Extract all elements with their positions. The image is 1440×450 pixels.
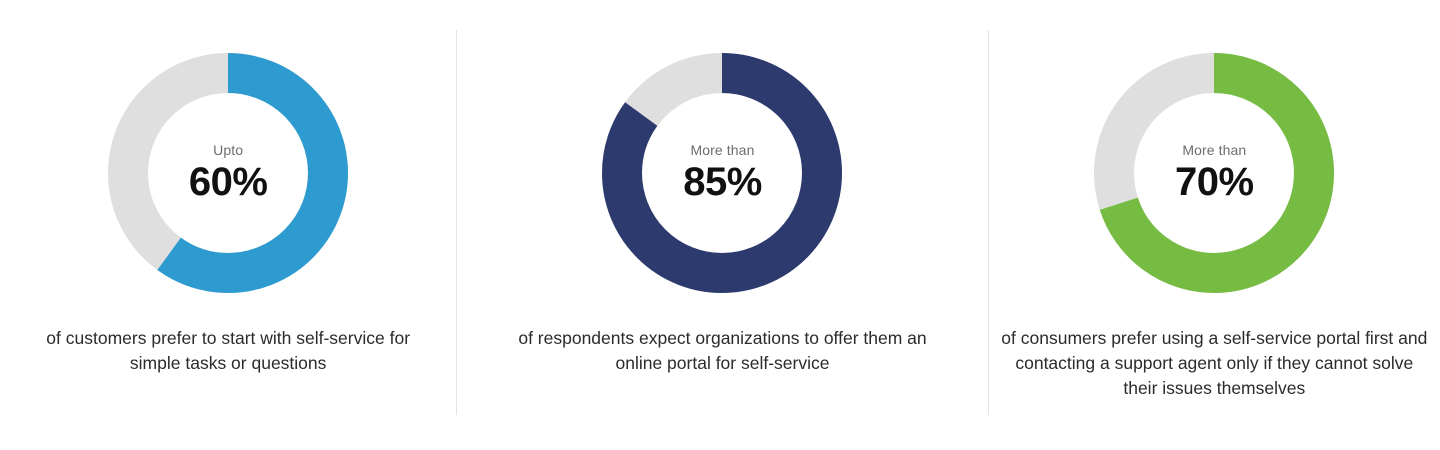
donut-value-arc-1 (108, 53, 349, 293)
donut-svg-2 (602, 53, 843, 293)
stat-caption-2: of respondents expect organizations to o… (518, 328, 927, 373)
panel-divider-1 (456, 30, 458, 415)
panel-divider-2 (987, 30, 989, 415)
stat-panel-1: Upto 60% of customers prefer to start wi… (0, 0, 456, 450)
donut-chart-3: More than 70% (1094, 53, 1335, 293)
stat-panel-3: More than 70% of consumers prefer using … (989, 0, 1440, 450)
donut-value-arc-3 (1094, 53, 1335, 293)
donut-value-arc-2 (602, 53, 843, 293)
stat-panel-2: More than 85% of respondents expect orga… (457, 0, 987, 450)
donut-chart-1: Upto 60% (108, 53, 349, 293)
donut-svg-3 (1094, 53, 1335, 293)
stat-caption-3: of consumers prefer using a self-service… (1001, 328, 1428, 398)
donut-chart-2: More than 85% (602, 53, 843, 293)
donut-svg-1 (108, 53, 349, 293)
stat-caption-1: of customers prefer to start with self-s… (46, 328, 411, 373)
